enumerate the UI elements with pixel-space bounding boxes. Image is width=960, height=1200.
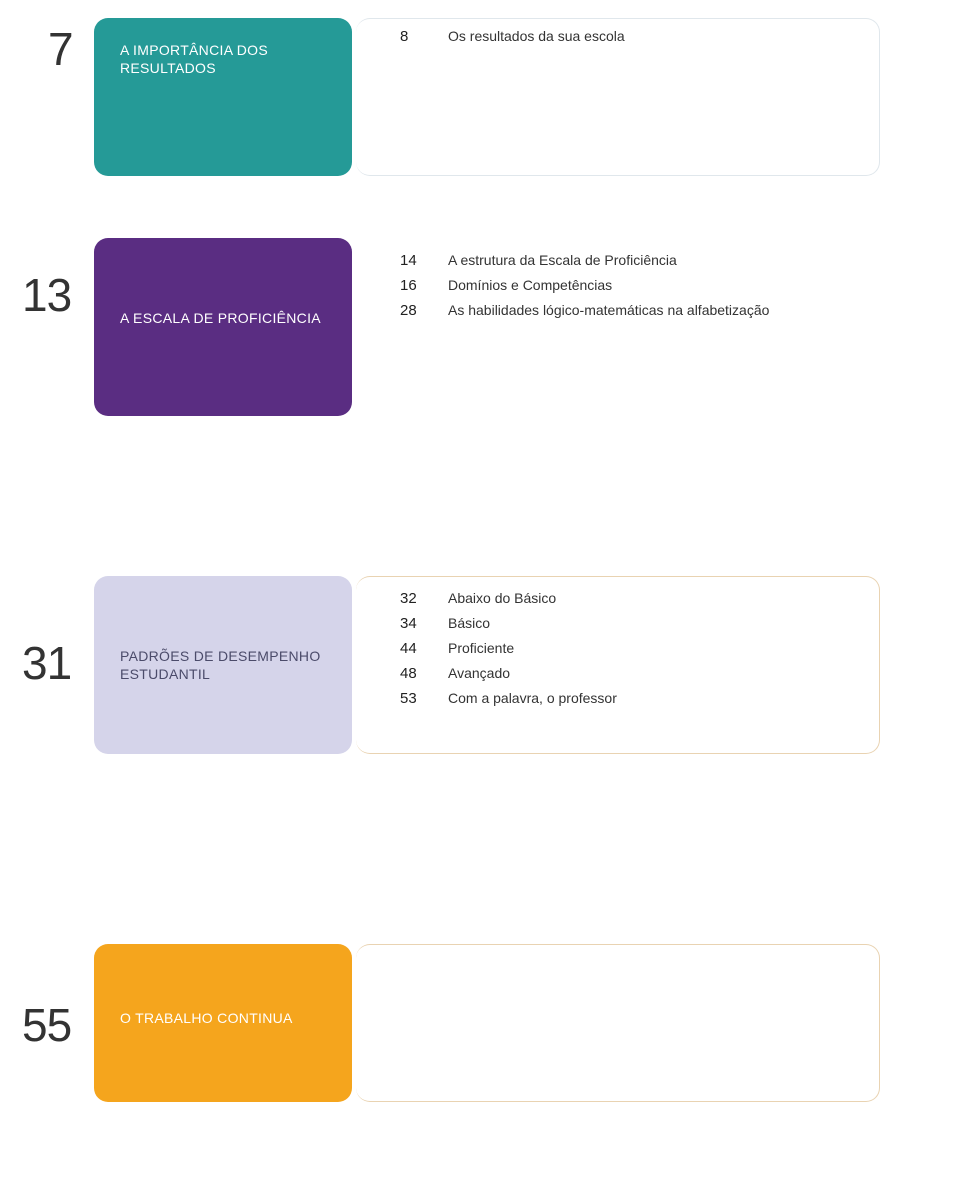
section-card-escala: A ESCALA DE PROFICIÊNCIA — [94, 238, 352, 416]
toc-item-page: 34 — [400, 615, 448, 632]
section-title-line2: ESTUDANTIL — [120, 666, 210, 682]
toc-item: 44 Proficiente — [400, 640, 617, 657]
toc-item: 48 Avançado — [400, 665, 617, 682]
section-title: A IMPORTÂNCIA DOS RESULTADOS — [120, 42, 268, 77]
toc-item-text: Básico — [448, 615, 490, 631]
section-items: 14 A estrutura da Escala de Proficiência… — [400, 252, 769, 327]
section-title: PADRÕES DE DESEMPENHO ESTUDANTIL — [120, 648, 321, 683]
toc-page: 7 A IMPORTÂNCIA DOS RESULTADOS 8 Os resu… — [0, 0, 960, 1200]
toc-item-text: A estrutura da Escala de Proficiência — [448, 252, 677, 268]
toc-item-text: Abaixo do Básico — [448, 590, 556, 606]
toc-item: 32 Abaixo do Básico — [400, 590, 617, 607]
toc-item-page: 32 — [400, 590, 448, 607]
toc-item-text: Domínios e Competências — [448, 277, 612, 293]
toc-item: 53 Com a palavra, o professor — [400, 690, 617, 707]
toc-item: 16 Domínios e Competências — [400, 277, 769, 294]
toc-item-page: 14 — [400, 252, 448, 269]
toc-item-page: 16 — [400, 277, 448, 294]
section-number: 13 — [22, 268, 71, 322]
section-title: A ESCALA DE PROFICIÊNCIA — [120, 310, 321, 328]
toc-item-page: 28 — [400, 302, 448, 319]
toc-item: 34 Básico — [400, 615, 617, 632]
toc-item-page: 44 — [400, 640, 448, 657]
section-card-trabalho: O TRABALHO CONTINUA — [94, 944, 352, 1102]
section-title-line1: O TRABALHO CONTINUA — [120, 1010, 293, 1026]
section-number: 55 — [22, 998, 71, 1052]
toc-item-page: 8 — [400, 28, 448, 45]
section-outline — [356, 944, 880, 1102]
toc-item-text: Com a palavra, o professor — [448, 690, 617, 706]
section-items: 8 Os resultados da sua escola — [400, 28, 625, 53]
toc-item-text: As habilidades lógico-matemáticas na alf… — [448, 302, 769, 318]
section-number: 31 — [22, 636, 71, 690]
toc-item-page: 53 — [400, 690, 448, 707]
section-title-line2: RESULTADOS — [120, 60, 216, 76]
section-number: 7 — [48, 22, 73, 76]
section-title-line1: A IMPORTÂNCIA DOS — [120, 42, 268, 58]
toc-item: 14 A estrutura da Escala de Proficiência — [400, 252, 769, 269]
toc-item: 8 Os resultados da sua escola — [400, 28, 625, 45]
section-card-padroes: PADRÕES DE DESEMPENHO ESTUDANTIL — [94, 576, 352, 754]
toc-item-text: Proficiente — [448, 640, 514, 656]
toc-item-text: Avançado — [448, 665, 510, 681]
section-title: O TRABALHO CONTINUA — [120, 1010, 293, 1028]
section-card-importancia: A IMPORTÂNCIA DOS RESULTADOS — [94, 18, 352, 176]
section-title-line1: PADRÕES DE DESEMPENHO — [120, 648, 321, 664]
section-title-line1: A ESCALA DE PROFICIÊNCIA — [120, 310, 321, 326]
toc-item-page: 48 — [400, 665, 448, 682]
section-items: 32 Abaixo do Básico 34 Básico 44 Profici… — [400, 590, 617, 715]
toc-item-text: Os resultados da sua escola — [448, 28, 625, 44]
toc-item: 28 As habilidades lógico-matemáticas na … — [400, 302, 769, 319]
